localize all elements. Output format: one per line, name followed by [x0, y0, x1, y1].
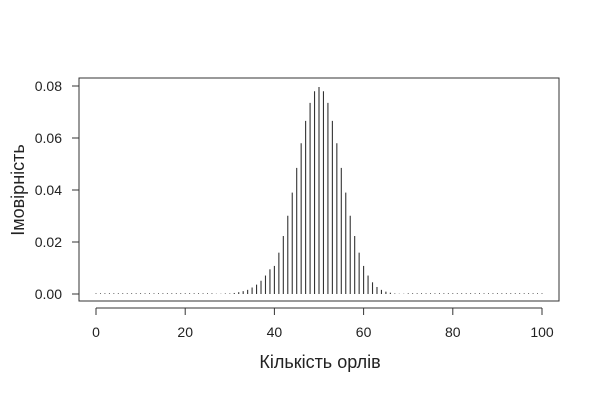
y-tick-label: 0.06: [35, 130, 62, 146]
x-tick-label: 0: [92, 324, 100, 340]
bars-group: [95, 87, 543, 294]
x-tick-label: 60: [356, 324, 372, 340]
y-tick-label: 0.02: [35, 234, 62, 250]
y-tick-label: 0.08: [35, 78, 62, 94]
y-tick-label: 0.04: [35, 182, 62, 198]
y-axis: 0.00 0.02 0.04 0.06 0.08: [35, 78, 80, 302]
x-axis: 0 20 40 60 80 100: [92, 307, 554, 340]
y-axis-label: Імовірність: [8, 144, 28, 236]
y-tick-label: 0.00: [35, 286, 62, 302]
x-tick-label: 80: [445, 324, 461, 340]
x-axis-label: Кількість орлів: [259, 352, 380, 372]
x-tick-label: 20: [177, 324, 193, 340]
x-tick-label: 100: [530, 324, 554, 340]
x-tick-label: 40: [267, 324, 283, 340]
